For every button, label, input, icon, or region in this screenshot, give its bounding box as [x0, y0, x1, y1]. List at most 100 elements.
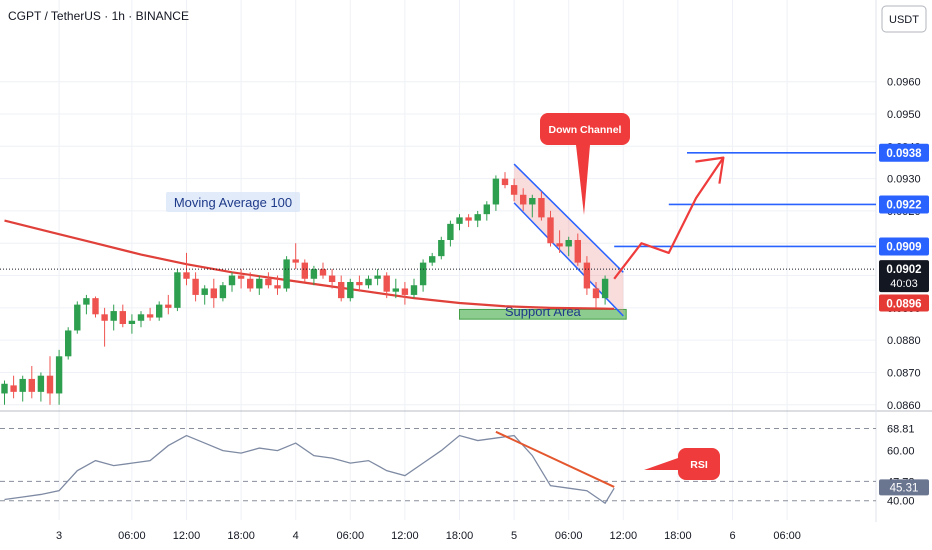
rsi-callout-label: RSI: [690, 459, 708, 471]
candle-body: [592, 288, 600, 299]
price-axis[interactable]: 0.08600.08700.08800.08900.09000.09100.09…: [879, 5, 929, 508]
candle-body: [310, 269, 318, 279]
candle: [46, 356, 54, 405]
current-price-label: 0.0902: [886, 264, 921, 276]
candle: [365, 275, 372, 289]
candle: [574, 233, 581, 266]
candle-body: [465, 217, 472, 221]
target-price-label: 0.0922: [886, 199, 921, 211]
time-axis[interactable]: 3 06:00 12:00 18:00 4 06:00 12:00 18:00 5 06:00 12…: [56, 530, 801, 542]
candle-body: [283, 259, 290, 289]
candle: [474, 210, 481, 228]
candle: [210, 278, 217, 308]
candle: [592, 282, 600, 308]
target-price-tag: [879, 237, 929, 256]
candle-body: [292, 259, 299, 263]
candle: [383, 272, 390, 299]
time-tick-label: 4: [293, 530, 299, 542]
candle: [447, 220, 454, 247]
time-tick-label: 06:00: [337, 530, 365, 542]
rsi-line: [4, 434, 615, 505]
rsi-current-tag: [879, 479, 929, 496]
price-tick-label: 0.0960: [887, 77, 921, 89]
candle-body: [529, 198, 536, 205]
candle: [83, 294, 90, 315]
candle-body: [183, 272, 190, 279]
support-area-layer: Support Area: [459, 304, 627, 320]
candle-body: [429, 256, 436, 263]
candle: [483, 201, 490, 221]
candle: [146, 307, 154, 321]
moving-average-label-bg: [166, 192, 300, 212]
candle-body: [501, 178, 509, 186]
candle: [456, 214, 463, 231]
rsi-callout: RSI: [644, 448, 720, 480]
candle: [265, 272, 272, 289]
candle-body: [156, 304, 163, 318]
candle: [356, 275, 363, 292]
candle: [137, 311, 145, 328]
candle: [347, 278, 354, 302]
candle: [538, 191, 545, 221]
candle: [410, 278, 418, 299]
candle: [274, 275, 281, 295]
candle: [128, 314, 136, 334]
candle: [374, 269, 381, 286]
candle: [319, 262, 327, 279]
candle-body: [483, 204, 490, 215]
candle: [310, 265, 318, 286]
candle: [247, 272, 254, 292]
target-price-label: 0.0909: [886, 241, 921, 253]
candle: [101, 307, 108, 347]
time-tick-label: 12:00: [391, 530, 419, 542]
candle: [55, 349, 63, 405]
candle: [219, 282, 227, 302]
candle: [328, 269, 336, 289]
candle: [228, 272, 236, 292]
symbol-title: CGPT / TetherUS · 1h · BINANCE: [8, 9, 189, 23]
annotations-layer: Down Channel RSI: [540, 113, 720, 480]
candle: [37, 372, 45, 402]
candle: [292, 243, 299, 270]
candle-body: [237, 275, 245, 279]
candle-body: [247, 278, 254, 289]
candle-body: [174, 272, 181, 308]
candle: [520, 188, 527, 211]
candle: [28, 366, 35, 399]
rsi-current-label: 45.31: [890, 482, 919, 494]
time-tick-label: 5: [511, 530, 517, 542]
candle-body: [128, 320, 136, 324]
price-tick-label: 0.0930: [887, 174, 921, 186]
candle: [192, 272, 199, 302]
currency-box: [881, 5, 927, 33]
support-area-box: [459, 308, 627, 320]
rsi-pane: [0, 428, 876, 505]
candle: [92, 296, 99, 318]
candle-body: [83, 298, 90, 305]
time-tick-label: 12:00: [173, 530, 201, 542]
candle: [438, 236, 445, 260]
candle-body: [210, 288, 217, 299]
moving-average-label-group: Moving Average 100: [166, 192, 300, 212]
candle: [201, 285, 208, 305]
candle-body: [410, 285, 418, 295]
moving-average-label: Moving Average 100: [174, 195, 292, 210]
candle-body: [365, 278, 372, 286]
candle: [547, 210, 554, 247]
time-tick-label: 06:00: [555, 530, 583, 542]
candle-body: [137, 314, 145, 321]
candle: [119, 304, 126, 328]
candle-body: [192, 278, 199, 295]
candle-body: [347, 282, 354, 299]
candle: [237, 269, 245, 289]
candle: [601, 275, 609, 305]
down-channel-callout: Down Channel: [540, 113, 630, 215]
candle-body: [383, 275, 390, 292]
projection-layer: [613, 156, 725, 280]
candle: [529, 194, 536, 218]
time-tick-label: 06:00: [773, 530, 801, 542]
price-tick-label: 0.0950: [887, 109, 921, 121]
candle: [156, 301, 163, 321]
candle: [110, 304, 117, 331]
